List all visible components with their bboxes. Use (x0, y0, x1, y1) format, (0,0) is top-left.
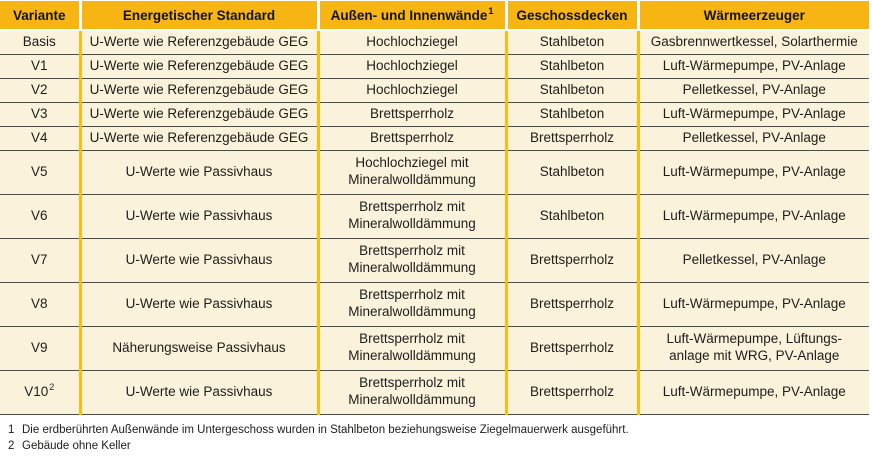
cell-variante: V4 (0, 125, 80, 150)
table-row-v3: V3 U-Werte wie Referenzgebäude GEG Brettsp… (0, 101, 869, 126)
column-header-3: Außen- und Innenwände1 (316, 1, 506, 31)
cell-standard: U-Werte wie Referenzgebäude GEG (78, 101, 318, 126)
cell-waende: Brettsperrholz mit Mineralwolldämmung (316, 193, 506, 238)
cell-variante: V7 (0, 237, 80, 282)
footnote-text: Die erdberührten Außenwände im Untergesc… (22, 423, 629, 436)
cell-waende: Brettsperrholz mit Mineralwolldämmung (316, 281, 506, 326)
table-row-v8: V8 U-Werte wie Passivhaus Brettsperrholz m… (0, 281, 869, 326)
cell-variante: V5 (0, 149, 80, 194)
cell-decken: Brettsperrholz (504, 369, 638, 414)
cell-decken: Stahlbeton (504, 149, 638, 194)
table-body: Basis U-Werte wie Referenzgebäude GEG Hoch… (0, 30, 869, 414)
table-header: Variante Energetischer Standard Außen- und… (0, 1, 869, 31)
footnote-number: 1 (8, 423, 15, 436)
cell-waende: Hochlochziegel (316, 53, 506, 78)
cell-standard: U-Werte wie Referenzgebäude GEG (78, 77, 318, 102)
cell-waende: Hochlochziegel (316, 77, 506, 102)
column-header-1: Variante (0, 1, 80, 31)
building-variants-table: Variante Energetischer Standard Außen- und… (0, 1, 869, 415)
table-row-v7: V7 U-Werte wie Passivhaus Brettsperrholz m… (0, 237, 869, 282)
cell-variante: V102 (0, 369, 80, 414)
cell-decken: Brettsperrholz (504, 325, 638, 370)
footnote-1: 1 Die erdberührten Außenwände im Unterge… (8, 422, 872, 439)
cell-waermeerzeuger: Pelletkessel, PV-Anlage (636, 237, 869, 282)
cell-standard: U-Werte wie Passivhaus (78, 281, 318, 326)
column-header-2: Energetischer Standard (78, 1, 318, 31)
table-row-v1: V1 U-Werte wie Referenzgebäude GEG Hochloc… (0, 53, 869, 78)
table-row-basis: Basis U-Werte wie Referenzgebäude GEG Hoch… (0, 30, 869, 54)
column-header-5: Wärmeerzeuger (636, 1, 869, 31)
cell-standard: U-Werte wie Referenzgebäude GEG (78, 125, 318, 150)
cell-waermeerzeuger: Luft-Wärmepumpe, PV-Anlage (636, 369, 869, 414)
cell-standard: Näherungsweise Passivhaus (78, 325, 318, 370)
cell-waermeerzeuger: Pelletkessel, PV-Anlage (636, 77, 869, 102)
table-row-v5: V5 U-Werte wie Passivhaus Hochlochziegel m… (0, 149, 869, 194)
footnote-number: 2 (8, 440, 15, 453)
cell-standard: U-Werte wie Referenzgebäude GEG (78, 53, 318, 78)
cell-decken: Stahlbeton (504, 193, 638, 238)
cell-variante: Basis (0, 30, 80, 54)
cell-waermeerzeuger: Luft-Wärmepumpe, PV-Anlage (636, 53, 869, 78)
cell-waermeerzeuger: Pelletkessel, PV-Anlage (636, 125, 869, 150)
column-header-4: Geschossdecken (504, 1, 638, 31)
cell-variante: V9 (0, 325, 80, 370)
table-row-v4: V4 U-Werte wie Referenzgebäude GEG Brettsp… (0, 125, 869, 150)
table-row-v10: V102 U-Werte wie Passivhaus Brettsperrholz… (0, 369, 869, 414)
cell-variante: V3 (0, 101, 80, 126)
cell-decken: Brettsperrholz (504, 237, 638, 282)
table-row-v6: V6 U-Werte wie Passivhaus Brettsperrholz m… (0, 193, 869, 238)
cell-waermeerzeuger: Luft-Wärmepumpe, Lüftungs- anlage mit WR… (636, 325, 869, 370)
cell-standard: U-Werte wie Referenzgebäude GEG (78, 30, 318, 54)
cell-waende: Hochlochziegel mit Mineralwolldämmung (316, 149, 506, 194)
cell-standard: U-Werte wie Passivhaus (78, 149, 318, 194)
cell-waende: Brettsperrholz mit Mineralwolldämmung (316, 325, 506, 370)
footnotes: 1 Die erdberührten Außenwände im Unterge… (8, 422, 872, 455)
cell-standard: U-Werte wie Passivhaus (78, 193, 318, 238)
cell-waermeerzeuger: Luft-Wärmepumpe, PV-Anlage (636, 101, 869, 126)
cell-waermeerzeuger: Gasbrennwertkessel, Solarthermie (636, 30, 869, 54)
cell-waermeerzeuger: Luft-Wärmepumpe, PV-Anlage (636, 281, 869, 326)
cell-decken: Stahlbeton (504, 53, 638, 78)
cell-variante: V8 (0, 281, 80, 326)
cell-variante: V2 (0, 77, 80, 102)
cell-decken: Brettsperrholz (504, 281, 638, 326)
cell-standard: U-Werte wie Passivhaus (78, 237, 318, 282)
cell-variante: V6 (0, 193, 80, 238)
footnote-text: Gebäude ohne Keller (22, 440, 131, 453)
cell-decken: Stahlbeton (504, 30, 638, 54)
cell-variante: V1 (0, 53, 80, 78)
cell-waermeerzeuger: Luft-Wärmepumpe, PV-Anlage (636, 193, 869, 238)
header-row: Variante Energetischer Standard Außen- und… (0, 1, 869, 31)
table-row-v2: V2 U-Werte wie Referenzgebäude GEG Hochloc… (0, 77, 869, 102)
table-row-v9: V9 Näherungsweise Passivhaus Brettsperrhol… (0, 325, 869, 370)
footnote-2: 2 Gebäude ohne Keller (8, 438, 872, 455)
cell-decken: Stahlbeton (504, 77, 638, 102)
cell-waende: Brettsperrholz mit Mineralwolldämmung (316, 237, 506, 282)
cell-decken: Brettsperrholz (504, 125, 638, 150)
cell-waermeerzeuger: Luft-Wärmepumpe, PV-Anlage (636, 149, 869, 194)
cell-waende: Hochlochziegel (316, 30, 506, 54)
cell-waende: Brettsperrholz (316, 125, 506, 150)
cell-standard: U-Werte wie Passivhaus (78, 369, 318, 414)
cell-waende: Brettsperrholz mit Mineralwolldämmung (316, 369, 506, 414)
cell-decken: Stahlbeton (504, 101, 638, 126)
cell-waende: Brettsperrholz (316, 101, 506, 126)
